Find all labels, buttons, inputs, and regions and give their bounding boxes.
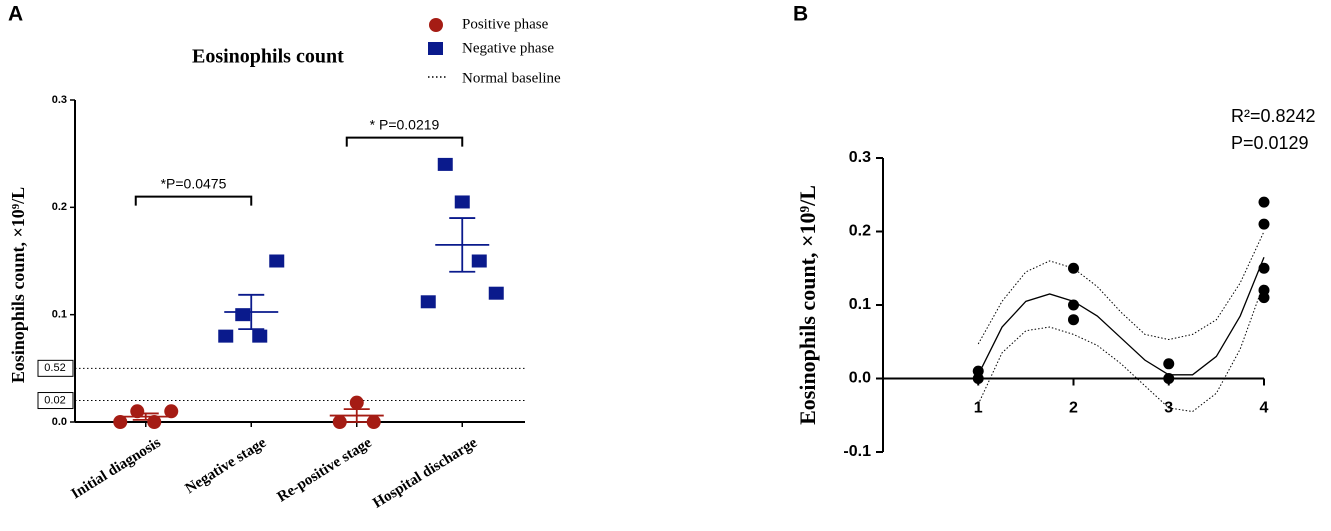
data-point bbox=[420, 295, 436, 309]
data-point bbox=[1163, 373, 1175, 384]
data-point bbox=[488, 286, 504, 300]
x-tick-label: Hospital discharge bbox=[370, 435, 480, 512]
legend-marker bbox=[428, 42, 443, 55]
y-tick-label: 0.0 bbox=[849, 370, 871, 387]
significance-bracket bbox=[134, 195, 253, 206]
significance-bracket bbox=[345, 136, 464, 147]
y-tick-label: 0.0 bbox=[52, 416, 67, 428]
panel-label: A bbox=[8, 3, 23, 26]
legend-label: Normal baseline bbox=[462, 70, 561, 86]
baseline-box bbox=[37, 392, 74, 410]
data-point bbox=[471, 254, 487, 268]
y-tick-label: 0.2 bbox=[849, 223, 871, 240]
y-tick-label: 0.3 bbox=[849, 149, 871, 166]
y-tick-label: 0.1 bbox=[849, 296, 871, 313]
data-point bbox=[1068, 314, 1079, 326]
y-axis-label: Eosinophils count, ×10⁹/L bbox=[795, 185, 820, 425]
y-tick-label: 0.2 bbox=[52, 201, 67, 213]
data-point bbox=[1068, 299, 1079, 311]
data-point bbox=[1258, 196, 1270, 208]
x-tick-label: 2 bbox=[1069, 400, 1078, 417]
legend-marker bbox=[429, 18, 443, 32]
legend-label: Negative phase bbox=[462, 40, 554, 56]
data-point bbox=[972, 373, 984, 384]
significance-label: * P=0.0219 bbox=[370, 116, 440, 132]
y-axis-label: Eosinophils count, ×10⁹/L bbox=[8, 187, 28, 383]
data-point bbox=[349, 395, 364, 410]
data-point bbox=[113, 415, 128, 429]
data-point bbox=[235, 308, 251, 322]
data-point bbox=[164, 404, 179, 419]
chart-title: Eosinophils count bbox=[192, 46, 344, 68]
annotation: R²=0.8242 bbox=[1231, 106, 1316, 126]
y-tick-label: -0.1 bbox=[843, 443, 871, 460]
data-point bbox=[1258, 292, 1270, 304]
panel-label: B bbox=[793, 3, 808, 26]
confidence-band bbox=[977, 231, 1265, 345]
data-point bbox=[269, 254, 285, 268]
x-tick-label: 1 bbox=[974, 400, 983, 417]
data-point bbox=[1258, 262, 1270, 274]
x-tick-label: Initial diagnosis bbox=[69, 435, 164, 503]
data-point bbox=[366, 415, 381, 429]
data-point bbox=[252, 329, 268, 343]
x-tick-label: Re-positive stage bbox=[275, 435, 375, 506]
data-point bbox=[218, 329, 234, 343]
data-point bbox=[332, 415, 347, 429]
data-point bbox=[130, 404, 145, 419]
data-point bbox=[1258, 218, 1270, 230]
baseline-label: 0.52 bbox=[44, 362, 65, 374]
data-point bbox=[437, 157, 453, 171]
legend-label: Positive phase bbox=[462, 16, 549, 32]
data-point bbox=[454, 195, 470, 209]
y-tick-label: 0.3 bbox=[52, 94, 67, 106]
baseline-label: 0.02 bbox=[44, 394, 65, 406]
baseline-box bbox=[37, 359, 74, 377]
fit-curve bbox=[977, 256, 1265, 376]
significance-label: *P=0.0475 bbox=[161, 175, 227, 191]
x-tick-label: Negative stage bbox=[183, 435, 270, 498]
data-point bbox=[1163, 358, 1175, 370]
data-point bbox=[1068, 262, 1079, 274]
x-tick-label: 4 bbox=[1260, 400, 1269, 417]
y-tick-label: 0.1 bbox=[52, 309, 67, 321]
data-point bbox=[147, 415, 162, 429]
annotation: P=0.0129 bbox=[1231, 133, 1309, 153]
